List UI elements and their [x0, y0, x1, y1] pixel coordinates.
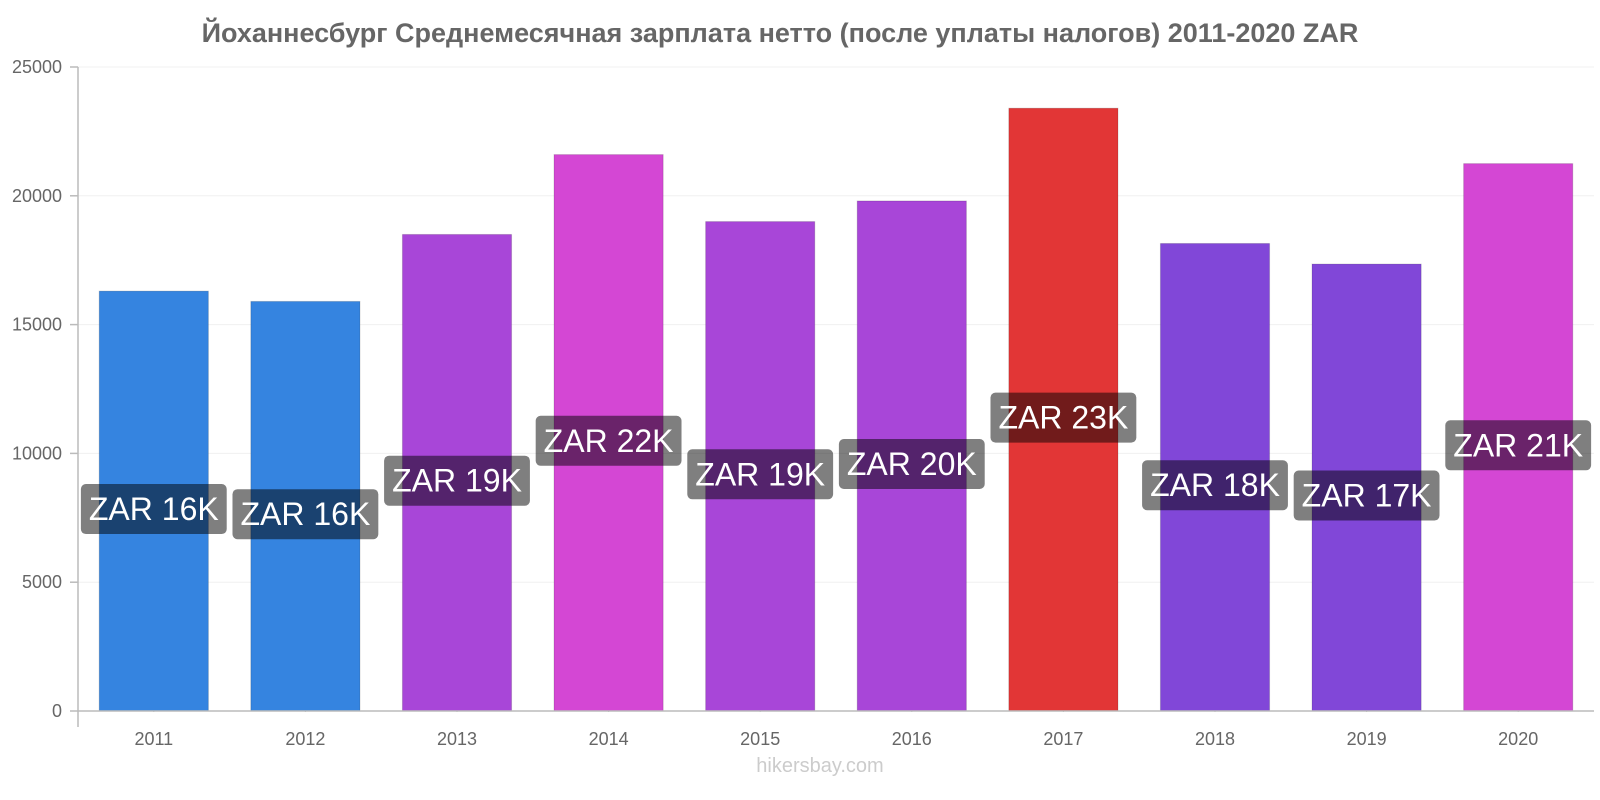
data-label-2019: ZAR 17K	[1293, 470, 1440, 521]
data-label-text: ZAR 21K	[1453, 427, 1583, 463]
data-label-text: ZAR 17K	[1302, 478, 1432, 514]
data-label-2018: ZAR 18K	[1142, 460, 1288, 511]
data-label-2020: ZAR 21K	[1445, 420, 1592, 471]
x-axis-ticks: 2011 2012 2013 2014 2015 2016 2017 2018 2019 2020	[134, 711, 1538, 749]
x-tick-label: 2019	[1347, 729, 1387, 749]
data-label-text: ZAR 19K	[695, 456, 825, 492]
data-label-text: ZAR 22K	[544, 423, 674, 459]
y-tick-label: 25000	[12, 57, 62, 77]
data-label-2014: ZAR 22K	[535, 415, 682, 466]
data-label-badge	[384, 455, 530, 506]
y-tick-label: 20000	[12, 186, 62, 206]
y-tick-label: 10000	[12, 443, 62, 463]
x-tick-label: 2017	[1043, 729, 1083, 749]
data-label-badge	[535, 415, 682, 466]
data-label-text: ZAR 23K	[998, 400, 1128, 436]
data-label-2011: ZAR 16K	[80, 484, 227, 535]
data-label-badge	[80, 484, 227, 535]
data-label-2013: ZAR 19K	[384, 455, 530, 506]
y-tick-label: 15000	[12, 315, 62, 335]
x-tick-label: 2020	[1498, 729, 1538, 749]
data-label-badge	[1142, 460, 1288, 511]
y-tick-label: 0	[52, 701, 62, 721]
x-tick-label: 2012	[285, 729, 325, 749]
data-label-badge	[838, 438, 985, 489]
data-label-badge	[1445, 420, 1592, 471]
data-label-badge	[1293, 470, 1440, 521]
data-labels: ZAR 16K ZAR 16K ZAR 19K ZAR 22K ZAR 19K ZAR 2…	[80, 392, 1592, 540]
data-label-text: ZAR 19K	[392, 463, 522, 499]
watermark: hikersbay.com	[756, 755, 883, 777]
x-tick-label: 2018	[1195, 729, 1235, 749]
data-label-2017: ZAR 23K	[990, 392, 1137, 443]
x-tick-label: 2016	[892, 729, 932, 749]
data-label-badge	[990, 392, 1137, 443]
chart-title: Йоханнесбург Среднемесячная зарплата нет…	[202, 17, 1359, 48]
x-tick-label: 2013	[437, 729, 477, 749]
data-label-badge	[232, 489, 379, 540]
data-label-text: ZAR 16K	[240, 496, 370, 532]
bars	[98, 107, 1574, 712]
y-tick-label: 5000	[22, 572, 62, 592]
data-label-badge	[687, 449, 834, 500]
data-label-text: ZAR 16K	[89, 491, 219, 527]
data-label-text: ZAR 18K	[1150, 467, 1280, 503]
x-tick-label: 2015	[740, 729, 780, 749]
y-axis-ticks: 0 5000 10000 15000 20000 25000	[12, 57, 78, 721]
data-label-2015: ZAR 19K	[687, 449, 834, 500]
x-tick-label: 2014	[589, 729, 629, 749]
data-label-text: ZAR 20K	[847, 446, 977, 482]
x-tick-label: 2011	[134, 729, 173, 749]
data-label-2016: ZAR 20K	[838, 438, 985, 489]
data-label-2012: ZAR 16K	[232, 489, 379, 540]
